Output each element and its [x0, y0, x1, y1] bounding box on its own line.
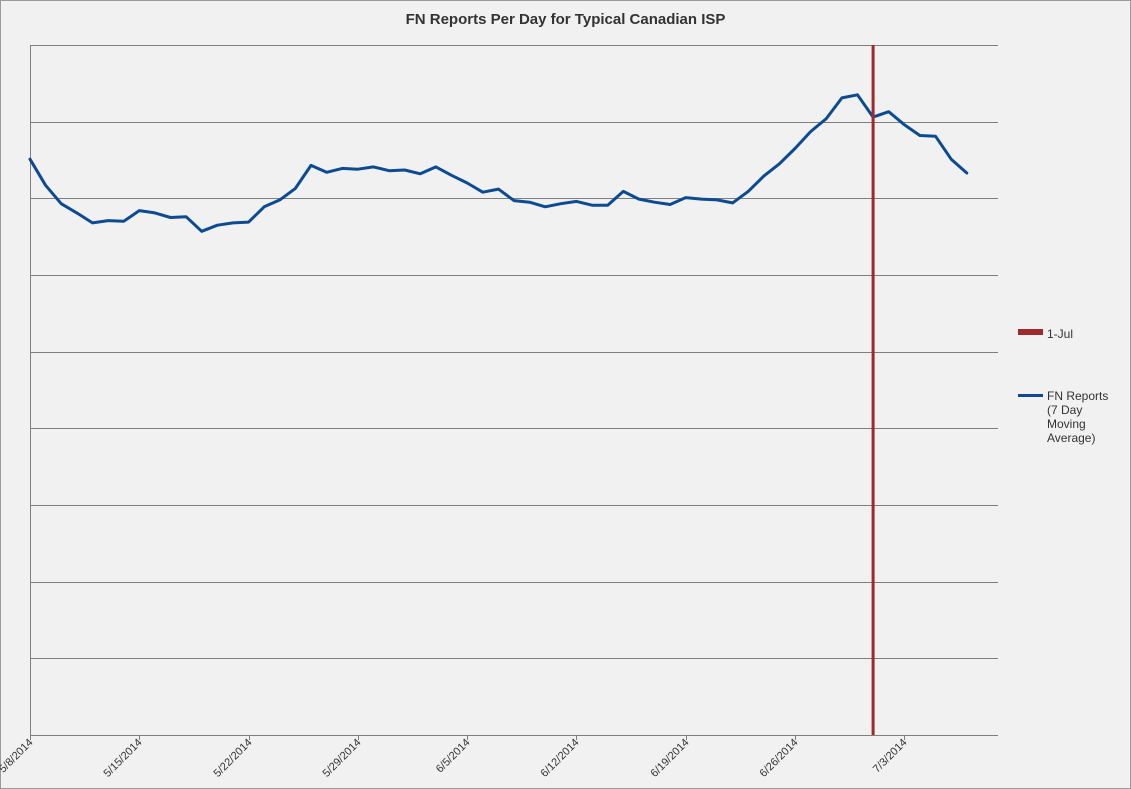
- x-tick-label: 6/19/2014: [649, 737, 692, 780]
- x-tick-label: 6/12/2014: [539, 737, 582, 780]
- gridlines: [30, 45, 998, 659]
- chart-title: FN Reports Per Day for Typical Canadian …: [405, 11, 726, 28]
- x-tick-label: 6/5/2014: [434, 737, 473, 776]
- x-tick-label: 5/8/2014: [0, 737, 36, 776]
- legend-swatch-fn-reports: [1018, 394, 1043, 397]
- x-tick-label: 5/15/2014: [102, 737, 145, 780]
- x-tick-label: 7/3/2014: [871, 737, 910, 776]
- x-tick-label: 6/26/2014: [758, 737, 801, 780]
- x-tick-label: 5/29/2014: [321, 737, 364, 780]
- x-tick-labels: 5/8/2014 5/15/2014 5/22/2014 5/29/2014 6/5/2…: [0, 735, 910, 780]
- series-line-fn-reports: [28, 93, 969, 233]
- legend-swatch-1-jul: [1018, 329, 1043, 335]
- legend-label-fn-reports: FN Reports (7 Day Moving Average): [1047, 389, 1109, 445]
- legend-label-1-jul: 1-Jul: [1047, 327, 1074, 341]
- x-tick-label: 5/22/2014: [212, 737, 255, 780]
- axes: [30, 45, 998, 736]
- series-layer: [28, 93, 969, 233]
